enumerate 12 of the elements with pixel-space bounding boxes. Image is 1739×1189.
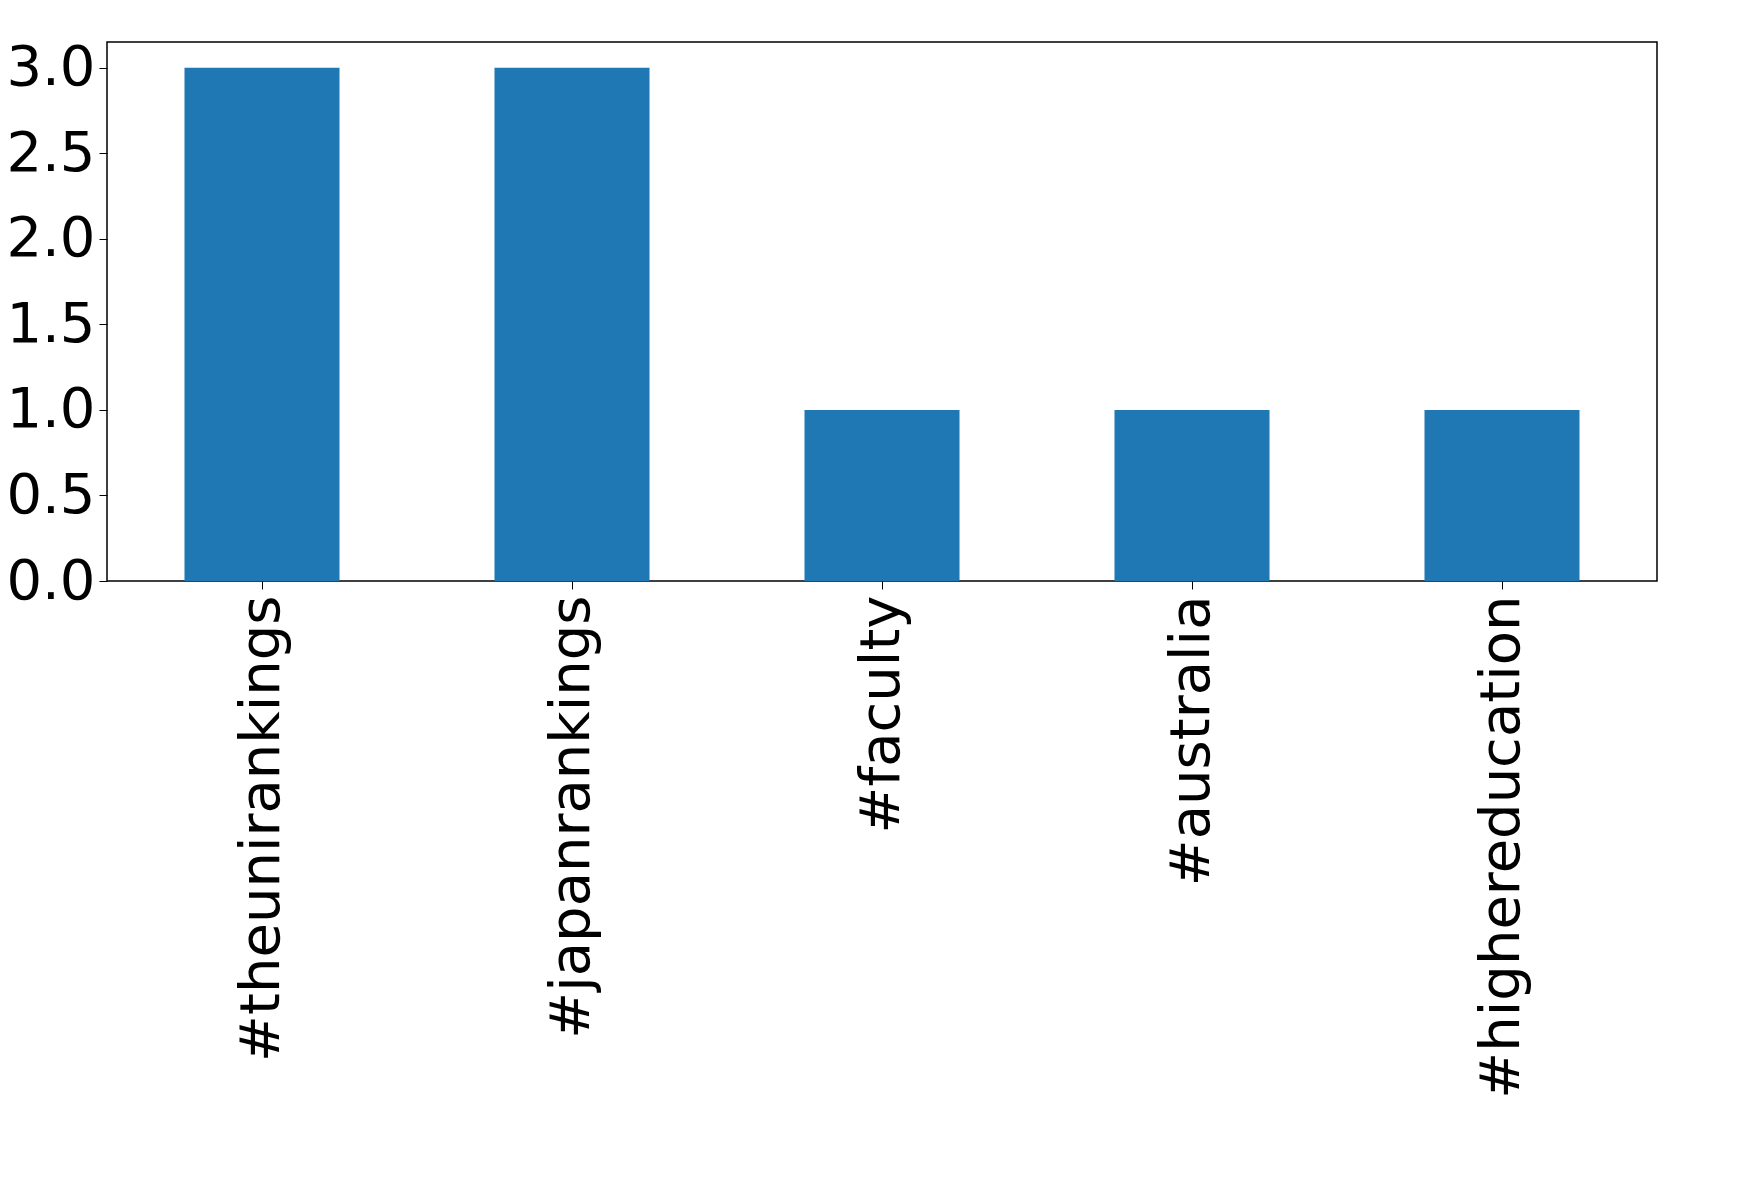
y-tick-label: 1.5 bbox=[6, 289, 96, 355]
y-tick-label: 2.0 bbox=[6, 204, 96, 270]
x-tick-label: #faculty bbox=[847, 595, 912, 834]
x-tick-label: #theunirankings bbox=[227, 595, 292, 1062]
x-tick-label: #australia bbox=[1157, 595, 1222, 887]
x-tick-label: #japanrankings bbox=[537, 595, 602, 1039]
y-tick-label: 1.0 bbox=[6, 375, 96, 441]
y-tick-label: 0.0 bbox=[6, 546, 96, 612]
y-tick-label: 3.0 bbox=[6, 33, 96, 99]
x-tick-label: #highereducation bbox=[1467, 595, 1532, 1099]
y-tick-label: 0.5 bbox=[6, 460, 96, 526]
y-tick-label: 2.5 bbox=[6, 118, 96, 184]
